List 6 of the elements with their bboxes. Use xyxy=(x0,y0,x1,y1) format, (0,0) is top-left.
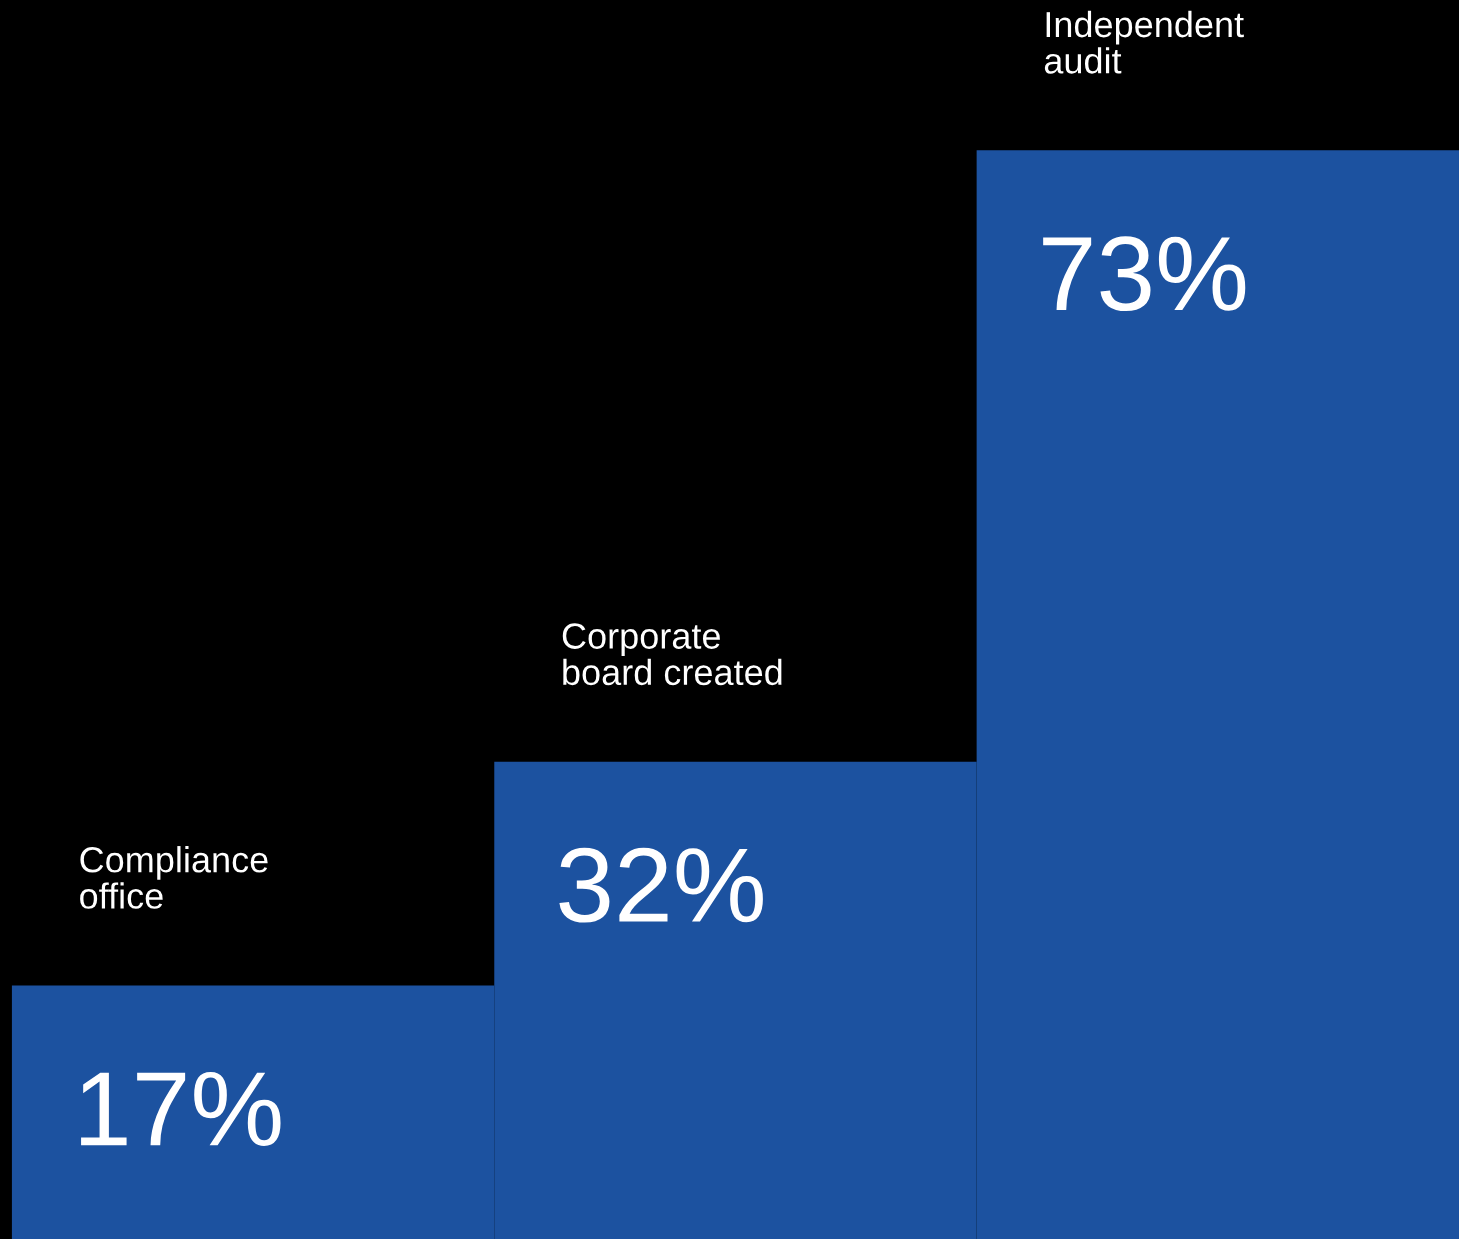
x-tick-label: Independent audit xyxy=(1044,10,1244,74)
data-label: 73% xyxy=(1043,236,1246,312)
x-tick-label: Compliance office xyxy=(80,846,268,909)
x-tick-label: Corporate board created xyxy=(562,623,782,686)
data-label: 17% xyxy=(81,1072,281,1146)
data-label: 32% xyxy=(559,847,763,923)
